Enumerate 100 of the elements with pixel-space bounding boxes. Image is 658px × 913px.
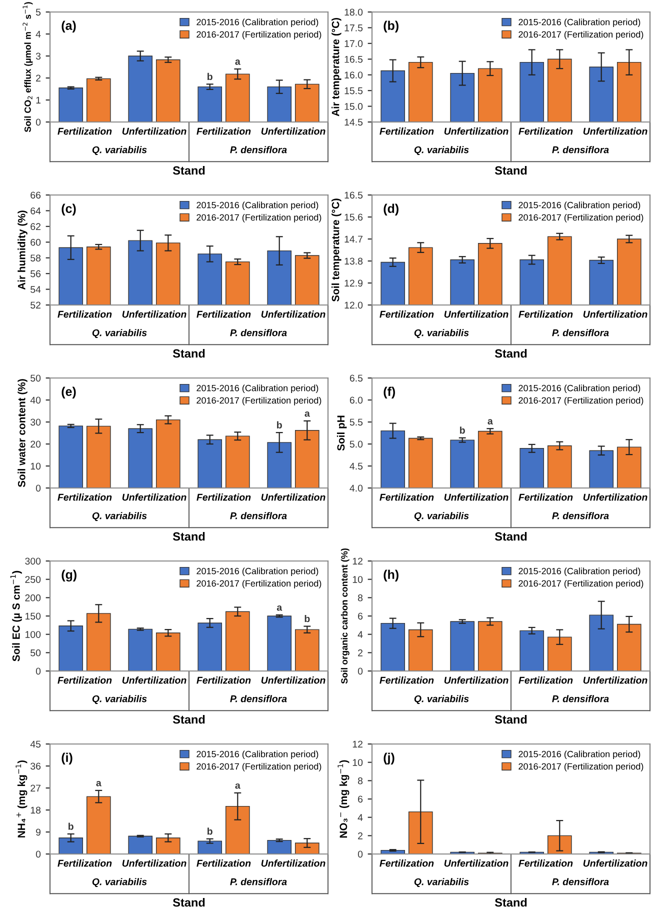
- y-tick-label: 30: [30, 418, 41, 426]
- x-tick-label: Fertilization: [518, 128, 573, 135]
- data-label: b: [68, 822, 74, 830]
- data-label: a: [488, 419, 493, 424]
- text: Q. variabilis: [92, 878, 147, 888]
- y-tick-label: 62: [30, 223, 40, 230]
- x-tick-label: Fertilization: [58, 310, 112, 318]
- x-tick-label: Unfertilization: [122, 676, 186, 684]
- y-tick-label: 15.0: [344, 103, 363, 110]
- y-axis-title: Soil water content (%): [18, 379, 28, 488]
- text: P. densiflora: [552, 512, 609, 520]
- y-tick-label: 4.0: [350, 484, 363, 492]
- legend-label: 2015-2016 (Calibration period): [196, 18, 318, 28]
- text: Q. variabilis: [414, 878, 469, 888]
- y-tick-label: 14.7: [344, 236, 362, 243]
- x-tick-label: Fertilization: [518, 494, 573, 501]
- y-tick-label: 3: [36, 52, 41, 60]
- y-tick-label: 1: [36, 96, 40, 104]
- y-axis-title: Soil temperature (°C): [332, 198, 342, 302]
- x-tick-label: Unfertilization: [122, 128, 186, 135]
- text: (i): [62, 752, 72, 764]
- x-tick-label: Fertilization: [380, 676, 434, 684]
- text: P. densiflora: [230, 878, 287, 886]
- x-axis-title: Stand: [494, 348, 527, 358]
- x-tick-label: Unfertilization: [444, 860, 508, 867]
- y-tick-label: 0: [36, 668, 41, 675]
- x-tick-label: Unfertilization: [444, 128, 508, 135]
- text: Q. variabilis: [92, 146, 147, 156]
- text: Q. variabilis: [92, 329, 147, 338]
- x-tick-label: Unfertilization: [583, 310, 648, 318]
- y-axis-title: Soil organic carbon content (%): [340, 548, 350, 684]
- y-tick-label: 10: [30, 462, 41, 470]
- data-label: b: [304, 615, 310, 622]
- x-tick-label: Fertilization: [58, 128, 112, 135]
- x-tick-label: Unfertilization: [122, 860, 186, 867]
- text: (g): [62, 570, 76, 582]
- text: P. densiflora: [230, 695, 287, 702]
- x-tick-label: Unfertilization: [261, 128, 326, 135]
- x-tick-label: Unfertilization: [122, 310, 186, 318]
- x-tick-label: Fertilization: [380, 128, 434, 135]
- y-tick-label: 300: [25, 558, 41, 565]
- legend-label: 2015-2016 (Calibration period): [196, 384, 318, 394]
- y-axis-title: Soil EC (µ S cm$^{−1}$): [10, 570, 22, 662]
- legend-label: 2015-2016 (Calibration period): [518, 18, 640, 28]
- data-label: a: [96, 780, 102, 786]
- y-tick-label: 2: [358, 649, 362, 656]
- y-tick-label: 0: [36, 484, 41, 492]
- x-tick-label: Unfertilization: [444, 310, 508, 318]
- x-tick-label: Fertilization: [380, 494, 434, 501]
- text: (f): [384, 386, 395, 398]
- x-tick-label: Fertilization: [380, 860, 434, 867]
- x-tick-label: Unfertilization: [583, 128, 648, 135]
- y-tick-label: 50: [30, 649, 41, 656]
- text: (a): [62, 20, 76, 32]
- text: P. densiflora: [552, 146, 609, 154]
- legend-label: 2015-2016 (Calibration period): [196, 202, 318, 210]
- y-tick-label: 12: [352, 740, 362, 748]
- x-axis-title: Stand: [494, 898, 527, 907]
- y-tick-label: 6: [358, 796, 363, 803]
- data-label: b: [208, 828, 212, 835]
- y-tick-label: 6.5: [350, 374, 363, 382]
- x-tick-label: Unfertilization: [261, 494, 326, 501]
- y-tick-label: 18: [30, 806, 41, 814]
- text: P. densiflora: [230, 329, 287, 336]
- y-tick-label: 12: [352, 558, 362, 565]
- x-tick-label: Fertilization: [58, 676, 112, 684]
- y-tick-label: 150: [25, 612, 41, 620]
- text: (c): [62, 204, 76, 216]
- y-tick-label: 200: [25, 594, 41, 602]
- x-tick-label: Unfertilization: [122, 494, 186, 501]
- legend-label: 2015-2016 (Calibration period): [196, 750, 318, 760]
- x-tick-label: Unfertilization: [261, 676, 326, 684]
- x-axis-title: Stand: [172, 348, 205, 358]
- x-tick-label: Fertilization: [196, 860, 251, 867]
- x-tick-label: Unfertilization: [261, 310, 326, 318]
- x-tick-label: Unfertilization: [444, 494, 508, 501]
- data-label: b: [277, 421, 282, 428]
- y-tick-label: 0: [358, 850, 363, 858]
- x-axis-title: Stand: [172, 532, 205, 541]
- legend-label: 2016-2017 (Fertilization period): [518, 214, 644, 222]
- text: P. densiflora: [552, 878, 609, 886]
- y-tick-label: 8: [358, 777, 363, 784]
- x-axis-title: Stand: [172, 898, 205, 907]
- x-tick-label: Fertilization: [518, 676, 573, 684]
- text: (j): [384, 752, 394, 764]
- y-tick-label: 0: [36, 850, 41, 858]
- data-label: a: [235, 60, 240, 65]
- x-tick-label: Unfertilization: [583, 860, 648, 867]
- x-tick-label: Fertilization: [380, 310, 434, 318]
- y-tick-label: 250: [25, 576, 41, 583]
- y-axis-title: Soil pH: [336, 416, 347, 451]
- x-axis-title: Stand: [494, 532, 527, 541]
- y-tick-label: 66: [30, 192, 41, 199]
- y-tick-label: 2: [36, 74, 40, 82]
- y-tick-label: 12.9: [344, 280, 363, 287]
- legend-label: 2016-2017 (Fertilization period): [196, 580, 322, 588]
- y-tick-label: 50: [30, 374, 41, 382]
- legend-label: 2015-2016 (Calibration period): [518, 202, 640, 210]
- y-tick-label: 36: [30, 762, 41, 770]
- y-tick-label: 40: [30, 396, 41, 404]
